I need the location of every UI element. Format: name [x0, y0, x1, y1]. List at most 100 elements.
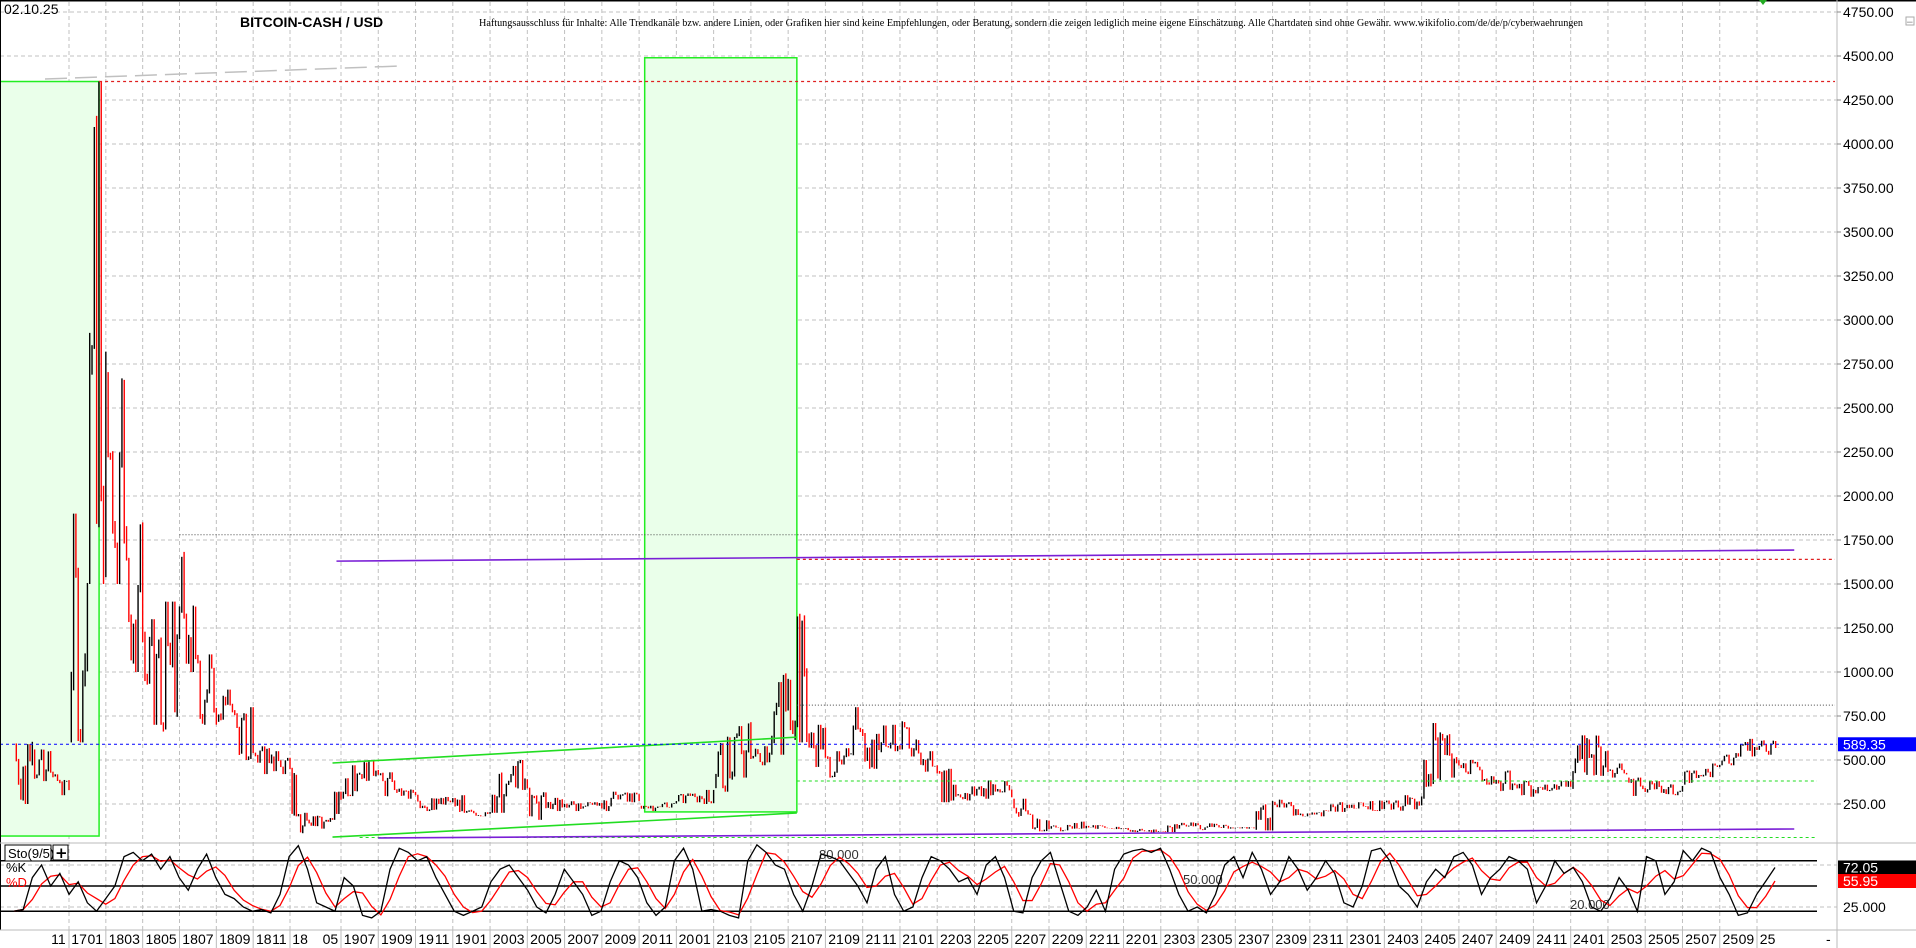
trend-channel-line: [332, 736, 797, 764]
x-tick-label: 05 21: [770, 931, 807, 947]
x-tick-label: 03 20: [509, 931, 546, 947]
x-tick-label: 03 25: [1627, 931, 1664, 947]
y-tick-label: 4500.00: [1843, 48, 1894, 64]
sto-axis-label: 25.000: [1843, 899, 1886, 915]
x-tick-label: 03 23: [1180, 931, 1217, 947]
x-tick-label: 03 22: [956, 931, 993, 947]
sto-d-badge: [1838, 874, 1916, 889]
x-tick-label: 11 17: [51, 931, 87, 947]
x-tick-label: 07 25: [1701, 931, 1738, 947]
y-tick-label: 1750.00: [1843, 532, 1894, 548]
y-tick-label: 2000.00: [1843, 488, 1894, 504]
chart-date: 02.10.25: [4, 1, 59, 17]
sto-level-label: 20.000: [1570, 897, 1610, 912]
x-tick-label: 03 24: [1403, 931, 1440, 947]
y-tick-label: 1500.00: [1843, 576, 1894, 592]
chart-title: BITCOIN-CASH / USD: [240, 14, 383, 30]
x-tick-label: 05 18: [161, 931, 198, 947]
y-tick-label: 3250.00: [1843, 268, 1894, 284]
x-tick-label: 09 23: [1291, 931, 1328, 947]
y-tick-label: 3000.00: [1843, 312, 1894, 328]
x-tick-label: 11 22: [1106, 931, 1142, 947]
x-tick-label: 01 24: [1366, 931, 1403, 947]
x-tick-label: 11 24: [1553, 931, 1589, 947]
x-tick-label: 01 25: [1590, 931, 1627, 947]
x-tick-label: 03 21: [733, 931, 770, 947]
y-tick-label: 2250.00: [1843, 444, 1894, 460]
y-tick-label: 2750.00: [1843, 356, 1894, 372]
collapse-button[interactable]: −: [1905, 16, 1915, 28]
x-tick-label: 07 19: [360, 931, 397, 947]
marker-triangle-icon: [1759, 0, 1767, 5]
grid: [0, 2, 1837, 930]
x-tick-label: 11 23: [1329, 931, 1365, 947]
x-tick-label: 07 20: [583, 931, 620, 947]
gray-trend-line: [44, 65, 401, 80]
x-tick-label: 03 18: [124, 931, 161, 947]
x-tick-label: 05 22: [993, 931, 1030, 947]
y-tick-label: 1250.00: [1843, 620, 1894, 636]
x-tick-label: 09 21: [844, 931, 881, 947]
x-tick-label: 09 22: [1068, 931, 1105, 947]
x-tick-label: 01 18: [87, 931, 124, 947]
minus-icon: −: [1906, 18, 1914, 28]
x-tick-label: 07 21: [807, 931, 844, 947]
sto-k-badge: [1838, 860, 1916, 875]
highlight-box: [643, 57, 798, 813]
x-tick-label: 07 18: [198, 931, 235, 947]
trend-channel-line: [332, 812, 797, 838]
y-tick-label: 4250.00: [1843, 92, 1894, 108]
x-tick-label: 05 25: [1664, 931, 1701, 947]
indicator-name: Sto(9/5): [8, 846, 54, 861]
y-tick-label: 3750.00: [1843, 180, 1894, 196]
x-tick-label: 09 18: [235, 931, 272, 947]
trend-line-purple: [378, 828, 1795, 839]
y-tick-label: 500.00: [1843, 752, 1886, 768]
x-tick-label: 11 20: [659, 931, 695, 947]
x-tick-label: 07 22: [1031, 931, 1068, 947]
x-tick-label: 01 20: [472, 931, 509, 947]
x-tick-label: 01 23: [1142, 931, 1179, 947]
x-tick-label: 05 24: [1441, 931, 1478, 947]
highlight-box: [0, 80, 100, 837]
axis-dash[interactable]: -: [1826, 931, 1831, 947]
sto-d-value: 55.95: [1843, 873, 1878, 889]
y-tick-label: 250.00: [1843, 796, 1886, 812]
y-tick-label: 4750.00: [1843, 4, 1894, 20]
y-tick-label: 750.00: [1843, 708, 1886, 724]
sto-level-label: 80.000: [819, 847, 859, 862]
x-tick-label: 01 22: [919, 931, 956, 947]
legend-k: %K: [6, 860, 27, 875]
x-tick-label: 09 20: [621, 931, 658, 947]
y-tick-label: 1000.00: [1843, 664, 1894, 680]
sto-k-value: 72.05: [1843, 859, 1878, 875]
last-price-label: 589.35: [1843, 736, 1886, 752]
sto-k-line: [13, 843, 1776, 919]
y-tick-label: 3500.00: [1843, 224, 1894, 240]
legend-d: %D: [6, 875, 27, 890]
x-tick-label: 11 19: [435, 931, 471, 947]
x-tick-label: 05 19: [323, 931, 360, 947]
y-tick-label: 2500.00: [1843, 400, 1894, 416]
x-tick-label: 09 24: [1515, 931, 1552, 947]
y-tick-label: 4000.00: [1843, 136, 1894, 152]
drawings-back: [0, 57, 798, 837]
x-tick-label: 07 24: [1478, 931, 1515, 947]
x-tick-label: 05 23: [1217, 931, 1254, 947]
last-price-badge: [1838, 737, 1916, 752]
sto-d-line: [13, 849, 1776, 916]
x-tick-label: 09 19: [397, 931, 434, 947]
stochastic-panel: 80.000 50.000 20.000: [0, 843, 1837, 919]
x-tick-label: 09 25: [1739, 931, 1776, 947]
disclaimer: Haftungsausschluss für Inhalte: Alle Tre…: [479, 18, 1583, 29]
x-tick-label: 05 20: [546, 931, 583, 947]
add-indicator-button[interactable]: +: [52, 844, 69, 862]
x-tick-label: 11 18: [272, 931, 308, 947]
price-bars: [15, 81, 1780, 834]
indicator-legend[interactable]: Sto(9/5): [4, 844, 54, 862]
sto-level-label: 50.000: [1183, 872, 1223, 887]
x-tick-label: 11 21: [882, 931, 918, 947]
x-tick-label: 01 21: [695, 931, 732, 947]
